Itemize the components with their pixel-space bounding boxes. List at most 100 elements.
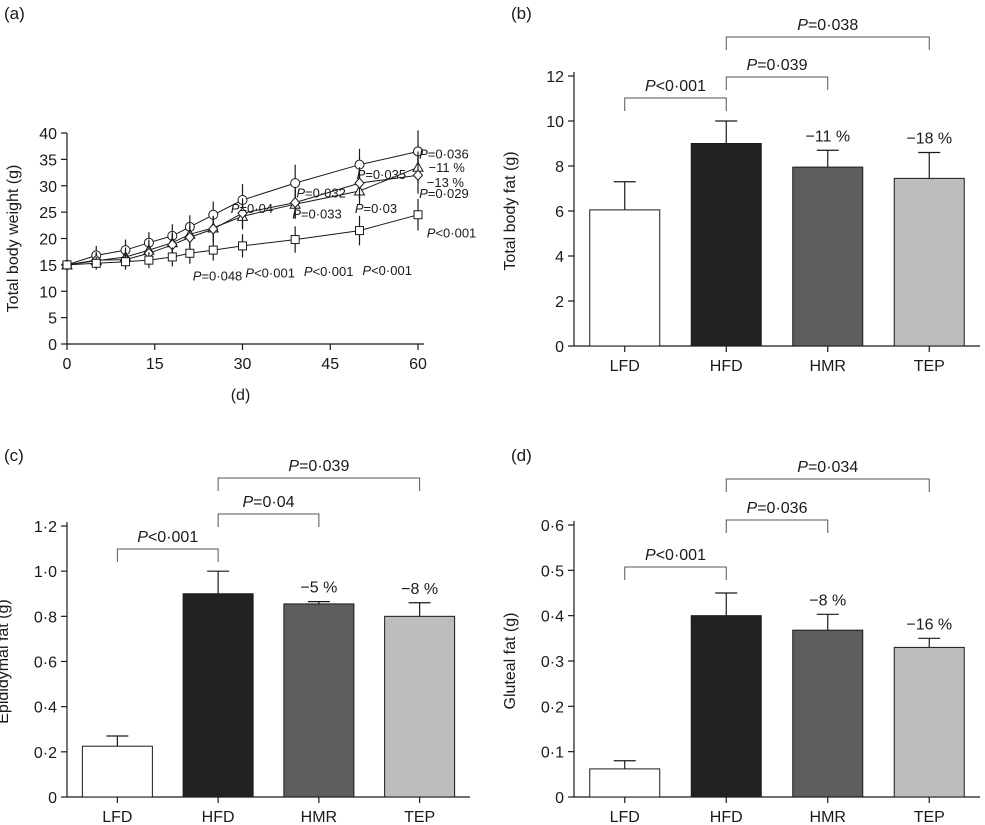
annotation: P=0·036 [419, 146, 469, 161]
x-tick-label: TEP [914, 358, 945, 375]
point-lfd [62, 260, 72, 270]
p-value-label: P=0·039 [288, 458, 349, 475]
y-tick-label: 1·0 [34, 564, 57, 581]
p-value-label: P=0·039 [747, 57, 808, 74]
point-tep [208, 223, 219, 235]
point-lfd [413, 210, 423, 220]
point-tep [184, 231, 196, 244]
point-lfd [91, 258, 101, 268]
percent-label-tep: −16 % [906, 616, 952, 633]
percent-label-hmr: −8 % [809, 592, 846, 609]
y-tick-label: 0·1 [541, 745, 564, 762]
y-tick-label: 0·4 [34, 700, 57, 717]
annotation: P<0·001 [304, 264, 354, 279]
percent-label-tep: −8 % [401, 581, 438, 598]
point-lfd [167, 252, 177, 262]
y-tick-label: 0·8 [34, 609, 57, 626]
significance-bracket [624, 97, 727, 111]
x-tick-label: HFD [710, 358, 743, 375]
x-tick-label: HFD [202, 809, 235, 825]
annotation: P=0·035 [357, 167, 407, 182]
y-tick-label: 25 [39, 205, 57, 222]
annotation: P<0·001 [362, 263, 412, 278]
point-lfd [238, 241, 247, 251]
bar-hmr [792, 629, 864, 798]
y-axis-title: Total body fat (g) [502, 151, 519, 270]
y-tick-label: 20 [39, 232, 57, 249]
y-tick-label: 12 [546, 69, 564, 86]
percent-label-tep: −18 % [906, 131, 952, 148]
y-tick-label: 10 [39, 284, 57, 301]
x-tick-label: HMR [301, 809, 337, 825]
x-tick-label: 45 [321, 356, 339, 373]
bar-chart-total-body-fat: 0 2 4 6 8 10 12 Total body fat (g) LFD HFD HMR −11 … [502, 17, 980, 375]
bar-hmr [792, 166, 864, 347]
annotation: P=0·048 [193, 269, 243, 284]
y-tick-label: 0 [48, 337, 57, 354]
significance-bracket [217, 477, 421, 491]
bar-chart-gluteal-fat: 0 0·1 0·2 0·3 0·4 0·5 0·6 Gluteal fat (g) LFD HFD… [502, 459, 980, 825]
bar-hfd [690, 143, 762, 347]
y-tick-label: 0·6 [34, 655, 57, 672]
y-tick-label: 4 [555, 249, 564, 266]
bar-lfd [589, 768, 661, 798]
bar-chart-epididymal-fat: 0 0·2 0·4 0·6 0·8 1·0 1·2 Epididymal fat (g) LFD… [0, 458, 470, 825]
y-tick-label: 0·3 [541, 654, 564, 671]
bar-lfd [81, 745, 153, 798]
significance-bracket [725, 478, 930, 492]
bar-tep [384, 615, 456, 798]
panel-label-d: (d) [511, 446, 532, 465]
x-tick-label: HMR [810, 809, 846, 825]
point-tep [237, 207, 248, 219]
x-tick-label: 15 [146, 356, 164, 373]
x-tick-label: TEP [914, 809, 945, 825]
y-tick-label: 30 [39, 179, 57, 196]
y-tick-label: 8 [555, 159, 564, 176]
bar-lfd [589, 209, 661, 347]
p-value-label: P=0·036 [747, 500, 808, 517]
annotation: P=0·04 [231, 201, 273, 216]
x-axis-title: (d) [231, 387, 251, 404]
y-axis-title: Epididymal fat (g) [0, 599, 12, 724]
significance-bracket [725, 519, 829, 533]
y-tick-label: 10 [546, 114, 564, 131]
bar-tep [893, 177, 965, 347]
y-tick-label: 0·2 [34, 745, 57, 762]
panel-label-c: (c) [4, 446, 24, 465]
line-chart-body-weight: 0 5 10 15 20 25 30 35 40 0 15 30 45 60 (d) Total body w… [5, 126, 476, 404]
point-lfd [121, 257, 130, 267]
x-tick-label: LFD [610, 809, 640, 825]
point-tep [289, 196, 301, 209]
annotation: P=0·032 [296, 185, 346, 200]
y-axis-title: Total body weight (g) [5, 165, 22, 313]
y-tick-label: 0 [555, 339, 564, 356]
x-tick-label: HFD [710, 809, 743, 825]
annotation: −11 % [429, 160, 466, 175]
y-tick-label: 2 [555, 294, 564, 311]
y-tick-label: 5 [48, 311, 57, 328]
significance-bracket [217, 513, 320, 527]
y-tick-label: 0 [555, 790, 564, 807]
x-tick-label: 0 [63, 356, 72, 373]
y-tick-label: 6 [555, 204, 564, 221]
y-tick-label: 1·2 [34, 519, 57, 536]
significance-bracket [624, 566, 727, 580]
point-lfd [355, 226, 364, 236]
annotation: P=0·03 [355, 201, 397, 216]
point-lfd [208, 245, 218, 255]
y-tick-label: 0·4 [541, 609, 564, 626]
panel-label-b: (b) [511, 4, 532, 23]
point-lfd [290, 235, 300, 245]
y-tick-label: 0·6 [541, 518, 564, 535]
significance-bracket [725, 76, 829, 90]
y-tick-label: 0·5 [541, 563, 564, 580]
x-tick-label: LFD [102, 809, 132, 825]
y-tick-label: 0·2 [541, 699, 564, 716]
y-axis-title: Gluteal fat (g) [502, 613, 519, 710]
p-value-label: P<0·001 [645, 78, 706, 95]
x-tick-label: 60 [409, 356, 427, 373]
x-tick-label: 30 [234, 356, 252, 373]
p-value-label: P<0·001 [137, 529, 198, 546]
p-value-label: P<0·001 [645, 547, 706, 564]
